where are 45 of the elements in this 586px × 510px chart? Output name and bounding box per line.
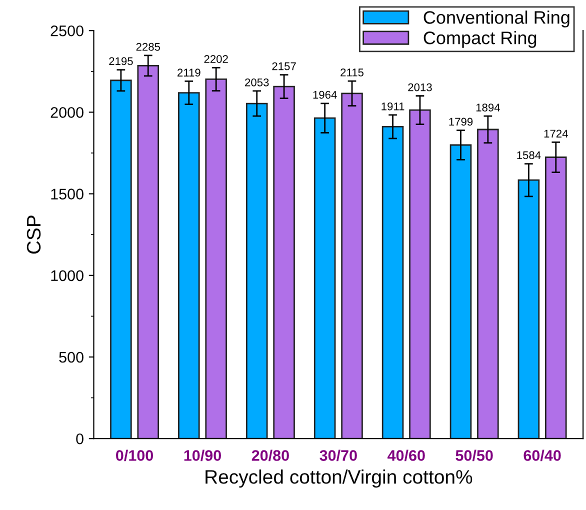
y-tick-label: 0 — [76, 433, 84, 444]
bar — [450, 144, 472, 439]
data-label: 2202 — [204, 55, 228, 63]
data-label: 2053 — [245, 78, 269, 86]
data-label: 2013 — [408, 83, 432, 92]
y-tick-label: 2000 — [50, 107, 84, 118]
data-label: 1894 — [476, 104, 500, 112]
x-tick-label: 10/90 — [184, 450, 221, 462]
x-tick-label: 40/60 — [387, 450, 425, 462]
bar — [382, 126, 404, 439]
bar — [314, 117, 336, 439]
data-label: 1724 — [544, 130, 568, 138]
x-tick-label: 0/100 — [116, 450, 154, 462]
x-axis-title: Recycled cotton/Virgin cotton% — [206, 470, 472, 488]
legend-label: Conventional Ring — [424, 10, 570, 28]
x-tick-label: 30/70 — [320, 450, 357, 462]
data-label: 1799 — [449, 118, 473, 126]
bar — [137, 64, 160, 439]
bar — [544, 156, 567, 439]
y-tick-label: 1000 — [51, 270, 84, 282]
x-tick-label: 50/50 — [456, 450, 493, 462]
bar — [110, 80, 132, 439]
data-label: 1911 — [382, 102, 404, 110]
y-tick-label: 1500 — [51, 188, 84, 200]
legend-label: Compact Ring — [424, 31, 536, 48]
data-label: 1964 — [313, 90, 337, 99]
bar — [518, 179, 540, 439]
x-tick-label: 20/80 — [252, 450, 289, 462]
data-label: 1584 — [517, 151, 541, 160]
data-label: 2157 — [272, 62, 296, 70]
y-tick-label: 2500 — [50, 25, 84, 36]
bar — [477, 128, 499, 439]
data-label: 2195 — [109, 57, 133, 66]
bar — [178, 92, 200, 439]
y-axis-title: CSP — [26, 216, 41, 254]
bar — [273, 86, 295, 439]
bar — [246, 102, 268, 439]
data-label: 2115 — [340, 68, 364, 76]
data-label: 2119 — [178, 68, 200, 77]
x-tick-label: 60/40 — [524, 450, 561, 462]
y-tick-label: 500 — [59, 352, 84, 363]
bar — [341, 92, 363, 439]
data-label: 2285 — [136, 42, 160, 51]
bar — [409, 109, 431, 439]
bar — [205, 78, 227, 439]
